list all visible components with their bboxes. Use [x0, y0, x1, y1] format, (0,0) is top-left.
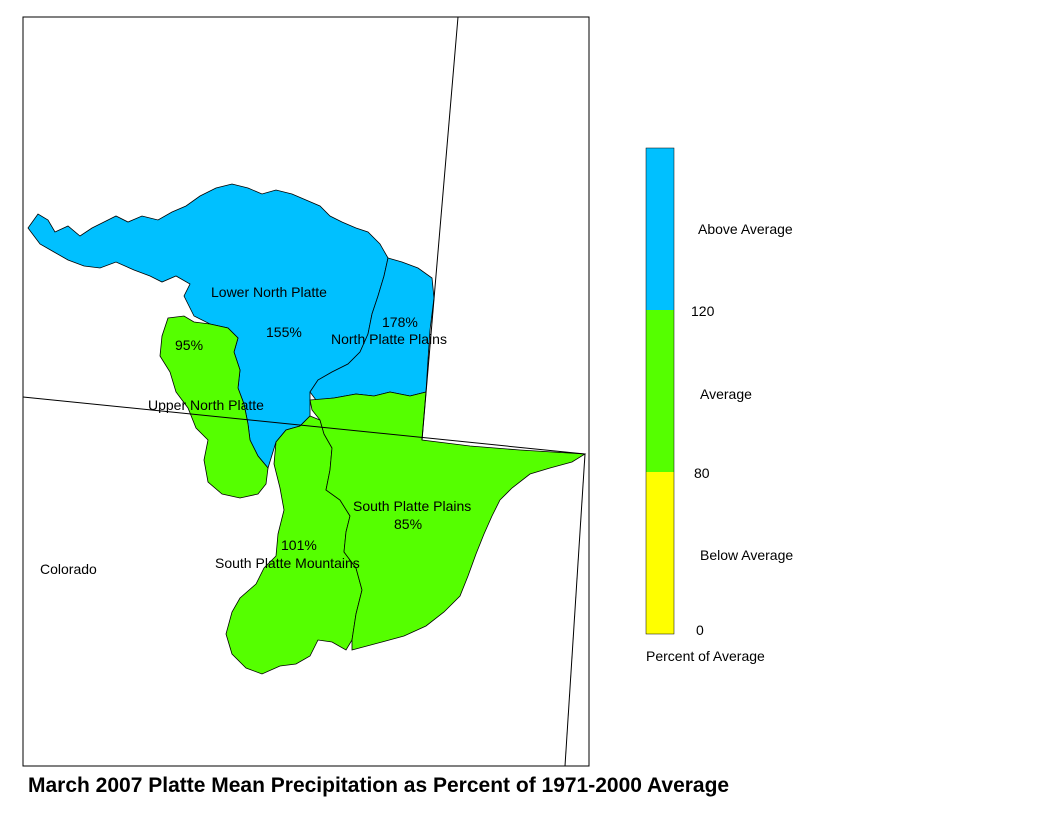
legend-label-average: Average	[700, 386, 752, 402]
basin-percent-north-platte-plains: 178%	[382, 314, 418, 330]
basin-percent-south-platte-mountains: 101%	[281, 537, 317, 553]
basin-upper-north-platte	[159, 315, 269, 499]
legend: Above Average Average Below Average 120 …	[645, 147, 793, 664]
legend-bar-outline	[645, 147, 675, 635]
basin-label-upper-north-platte: Upper North Platte	[148, 397, 264, 413]
basin-percent-upper-north-platte: 95%	[175, 337, 203, 353]
legend-label-below-average: Below Average	[700, 547, 793, 563]
map-title: March 2007 Platte Mean Precipitation as …	[28, 774, 730, 797]
legend-caption: Percent of Average	[646, 648, 765, 664]
state-boundary-colorado	[22, 396, 586, 455]
state-label-colorado: Colorado	[40, 561, 97, 577]
legend-swatch-below-average	[646, 472, 674, 634]
basin-percent-lower-north-platte: 155%	[266, 324, 302, 340]
state-boundary-east	[421, 16, 459, 441]
legend-threshold-0: 0	[696, 622, 704, 638]
basin-label-south-platte-plains: South Platte Plains	[353, 498, 471, 514]
legend-swatch-average	[646, 310, 674, 472]
basin-label-lower-north-platte: Lower North Platte	[211, 284, 327, 300]
legend-swatch-above-average	[646, 148, 674, 310]
basin-label-south-platte-mountains: South Platte Mountains	[215, 555, 360, 571]
basin-label-north-platte-plains: North Platte Plains	[331, 331, 447, 347]
basin-percent-south-platte-plains: 85%	[394, 516, 422, 532]
legend-threshold-120: 120	[691, 303, 715, 319]
legend-threshold-80: 80	[694, 465, 710, 481]
state-boundary-southeast	[564, 453, 586, 767]
legend-label-above-average: Above Average	[698, 221, 793, 237]
